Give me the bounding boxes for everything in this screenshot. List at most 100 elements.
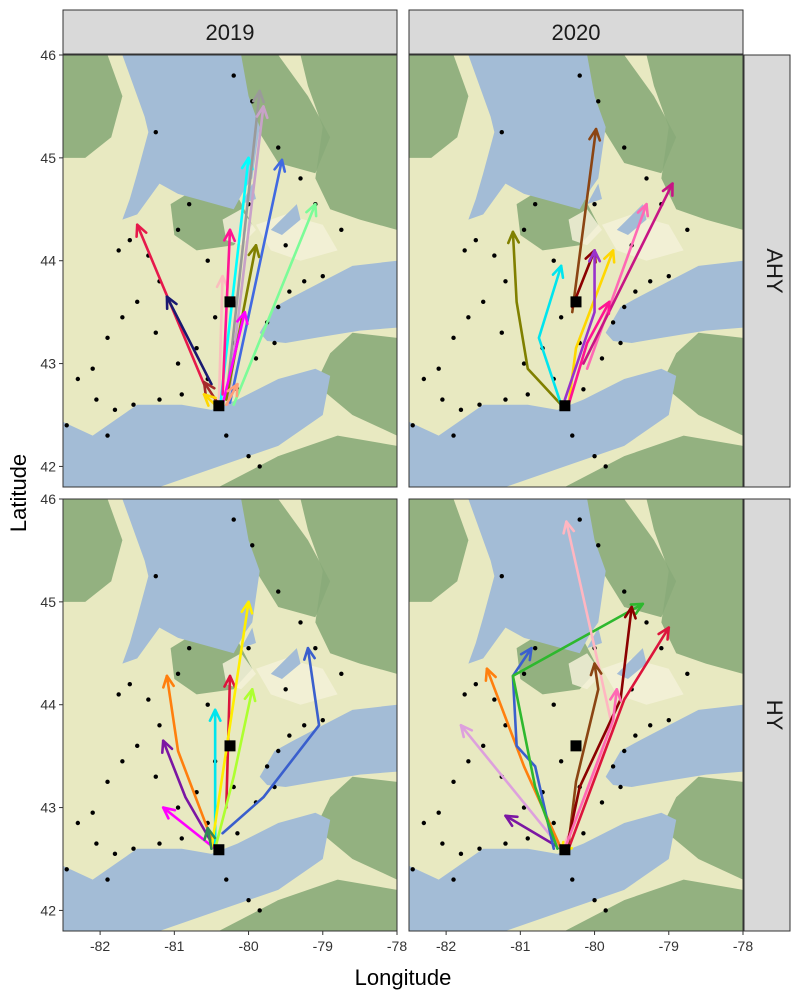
station-point bbox=[458, 407, 464, 413]
station-point bbox=[599, 356, 605, 361]
track-arrowhead-2 bbox=[161, 806, 177, 820]
track-line-1 bbox=[537, 264, 563, 407]
track-arrowhead-5 bbox=[661, 182, 674, 197]
station-point bbox=[135, 743, 140, 749]
station-point bbox=[298, 620, 303, 625]
y-tick-label: 46 bbox=[40, 47, 56, 63]
station-point bbox=[146, 697, 151, 702]
station-point bbox=[525, 836, 530, 841]
station-point bbox=[157, 397, 162, 402]
station-point bbox=[250, 543, 255, 548]
facet-strip-row-1: HY bbox=[743, 498, 791, 932]
station-point bbox=[532, 201, 538, 207]
station-point bbox=[581, 387, 586, 392]
station-point bbox=[287, 733, 292, 738]
facet-col-label-2020: 2020 bbox=[552, 20, 601, 45]
panel-2020-ahy bbox=[409, 55, 743, 487]
track-arrowhead-8 bbox=[598, 300, 611, 316]
station-point bbox=[105, 433, 110, 438]
water-body bbox=[270, 204, 301, 235]
forest-area bbox=[646, 499, 743, 674]
station-point bbox=[179, 392, 184, 397]
track-arrowhead-11 bbox=[235, 310, 249, 326]
station-point bbox=[618, 784, 623, 790]
station-point bbox=[246, 897, 251, 903]
facet-col-label-2019: 2019 bbox=[206, 20, 255, 45]
track-arrowhead-1 bbox=[551, 264, 565, 280]
station-point bbox=[179, 836, 184, 841]
station-point bbox=[592, 453, 597, 459]
station-point bbox=[648, 723, 653, 728]
track-line-7 bbox=[228, 158, 284, 404]
station-point bbox=[603, 908, 608, 913]
station-point bbox=[451, 779, 456, 785]
station-point bbox=[440, 397, 445, 402]
station-point bbox=[581, 831, 586, 836]
track-arrowhead-1 bbox=[459, 723, 474, 739]
station-point bbox=[175, 361, 181, 366]
station-point bbox=[666, 273, 671, 279]
water-body bbox=[259, 704, 397, 787]
track-line-5 bbox=[210, 600, 250, 851]
x-tick-label: -82 bbox=[90, 938, 110, 954]
station-point bbox=[421, 820, 427, 826]
station-point bbox=[276, 304, 281, 310]
station-point bbox=[235, 831, 240, 836]
station-point bbox=[410, 867, 415, 872]
station-point bbox=[64, 423, 69, 428]
station-point bbox=[112, 851, 118, 857]
station-point bbox=[666, 717, 671, 723]
station-point bbox=[94, 841, 99, 846]
forest-area bbox=[218, 879, 397, 931]
track-line-8 bbox=[567, 626, 671, 851]
station-point bbox=[116, 692, 121, 697]
track-line-0 bbox=[511, 230, 563, 407]
water-body bbox=[259, 260, 397, 343]
station-point bbox=[659, 645, 664, 651]
station-point bbox=[212, 315, 218, 320]
station-point bbox=[131, 402, 136, 407]
track-arrowhead-4 bbox=[636, 202, 650, 218]
forest-area bbox=[63, 55, 123, 158]
station-point bbox=[127, 681, 132, 687]
track-arrowhead-0 bbox=[504, 814, 519, 828]
facet-strip-row-0: AHY bbox=[743, 54, 791, 488]
track-line-8 bbox=[206, 826, 213, 851]
track-line-3 bbox=[217, 274, 224, 404]
station-point bbox=[120, 759, 125, 764]
track-line-8 bbox=[567, 300, 611, 407]
release-site-marker bbox=[224, 296, 236, 308]
axes: 42 43 44 45 46 42 43 44 45 46 -82 -81 -80 -79 -78 -82 -8… bbox=[40, 47, 753, 954]
water-body bbox=[122, 499, 260, 664]
station-point bbox=[135, 299, 140, 305]
track-line-1 bbox=[459, 723, 563, 851]
station-point bbox=[283, 687, 288, 692]
track-arrowhead-5 bbox=[562, 520, 576, 535]
station-point bbox=[592, 897, 597, 903]
track-line-4 bbox=[511, 602, 645, 851]
station-point bbox=[525, 392, 530, 397]
station-point bbox=[462, 692, 467, 697]
station-point bbox=[339, 227, 344, 233]
station-point bbox=[153, 774, 158, 779]
station-point bbox=[577, 517, 582, 522]
station-point bbox=[503, 723, 508, 728]
station-point bbox=[153, 330, 158, 335]
station-point bbox=[186, 645, 192, 651]
station-point bbox=[551, 820, 556, 826]
track-arrowhead-4 bbox=[629, 602, 645, 616]
station-point bbox=[622, 145, 627, 150]
track-line-6 bbox=[567, 249, 615, 407]
station-point bbox=[175, 227, 181, 233]
station-point bbox=[246, 453, 251, 459]
station-point bbox=[466, 759, 471, 764]
track-arrowhead-0 bbox=[506, 230, 520, 245]
track-arrowhead-6 bbox=[603, 249, 616, 264]
station-point bbox=[603, 464, 608, 469]
track-arrowhead-8 bbox=[203, 826, 217, 842]
x-tick-label: -81 bbox=[164, 938, 184, 954]
track-arrowhead-0 bbox=[162, 674, 175, 689]
station-point bbox=[618, 340, 623, 346]
station-point bbox=[231, 73, 236, 78]
